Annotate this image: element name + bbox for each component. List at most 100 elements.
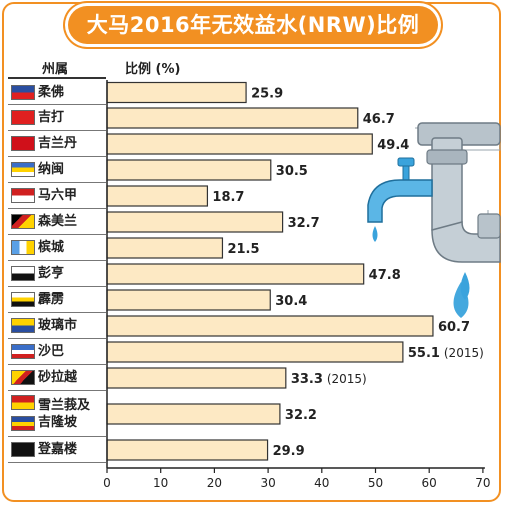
state-name-line: 吉兰丹: [38, 136, 78, 151]
bar: [106, 439, 269, 461]
x-tick-label: 20: [207, 476, 222, 490]
state-flag-icon: [11, 188, 35, 203]
data-label: 33.3: [291, 372, 323, 387]
data-label: 47.8: [369, 268, 401, 283]
x-tick-label: 30: [260, 476, 275, 490]
state-name-line: 砂拉越: [38, 370, 78, 385]
chart-title: 大马2016年无效益水(NRW)比例: [68, 6, 438, 44]
pipe-joint: [426, 149, 468, 165]
state-row: 霹雳: [8, 287, 106, 313]
water-drop-icon: [453, 282, 469, 318]
bar: [106, 237, 224, 259]
state-row: 吉兰丹: [8, 131, 106, 157]
bar: [106, 289, 271, 311]
x-tick-label: 10: [153, 476, 168, 490]
state-name: 砂拉越: [38, 369, 77, 386]
state-row: 玻璃市: [8, 313, 106, 339]
state-row: 马六甲: [8, 183, 106, 209]
state-flag-icon: [11, 370, 35, 385]
data-label: 49.4: [377, 138, 409, 153]
bar: [106, 185, 209, 207]
x-tick-label: 40: [314, 476, 329, 490]
data-label: 55.1: [408, 346, 440, 361]
bar: [106, 133, 373, 155]
state-flag-icon: [11, 110, 35, 125]
data-label: 25.9: [251, 87, 283, 102]
water-tap-icon: [367, 157, 433, 223]
state-name-line: 吉打: [38, 110, 65, 125]
state-name-line: 彭亨: [38, 266, 65, 281]
state-name: 槟城: [38, 239, 64, 256]
state-row: 森美兰: [8, 209, 106, 235]
state-name: 彭亨: [38, 265, 64, 282]
data-label: 29.9: [273, 444, 305, 459]
bar: [106, 341, 404, 363]
state-flag-icon: [11, 395, 35, 410]
x-tick-label: 50: [368, 476, 383, 490]
data-label: 32.2: [285, 408, 317, 423]
state-name: 沙巴: [38, 343, 64, 360]
data-label: 21.5: [227, 242, 259, 257]
state-row: 彭亨: [8, 261, 106, 287]
data-label: 60.7: [438, 320, 470, 335]
state-name: 登嘉楼: [38, 441, 77, 458]
state-name-line: 玻璃市: [38, 318, 78, 333]
state-column-header: 州属: [42, 62, 69, 77]
state-row: 砂拉越: [8, 365, 106, 391]
state-name: 吉打: [38, 109, 64, 126]
state-name-line: 吉隆坡: [38, 414, 78, 430]
state-name: 马六甲: [38, 187, 77, 204]
state-name: 雪兰莪及 吉隆坡: [38, 397, 90, 431]
state-flag-icon: [11, 292, 35, 307]
state-flag-icon: [11, 214, 35, 229]
state-row: 槟城: [8, 235, 106, 261]
state-row: 雪兰莪及 吉隆坡: [8, 391, 106, 437]
x-tick-label: 70: [475, 476, 490, 490]
state-flag-icon: [11, 442, 35, 457]
bar-group: 25.9 46.7 49.4 30.5 18.7 32.7 21.5 47.8 30.4 60.7…: [106, 81, 484, 461]
state-flag-icon: [11, 344, 35, 359]
bar: [106, 263, 365, 285]
state-flag-icon: [11, 136, 35, 151]
state-name: 玻璃市: [38, 317, 77, 334]
bar: [106, 107, 359, 129]
annotation-label: (2015): [327, 372, 367, 386]
data-label: 46.7: [363, 112, 395, 127]
state-row: 吉打: [8, 105, 106, 131]
header-rule: [8, 77, 106, 79]
pipe-stub: [477, 213, 501, 239]
state-name-line: 柔佛: [38, 84, 65, 100]
annotation-label: (2015): [444, 346, 484, 360]
state-name-line: 纳闽: [38, 162, 65, 177]
state-flag-icon: [11, 85, 35, 100]
bar: [106, 367, 287, 389]
state-flag-icon: [11, 318, 35, 333]
state-name: 纳闽: [38, 161, 64, 178]
data-label: 32.7: [288, 216, 320, 231]
water-drop-icon: [372, 226, 378, 242]
ratio-column-header: 比例 (%): [125, 62, 181, 77]
state-name: 柔佛: [38, 84, 64, 101]
state-name-line: 槟城: [38, 240, 65, 255]
state-name-line: 霹雳: [38, 292, 65, 307]
state-flag-icon: [11, 162, 35, 177]
bar: [106, 403, 281, 425]
state-row: 登嘉楼: [8, 437, 106, 463]
state-name: 森美兰: [38, 213, 77, 230]
state-name-line: 森美兰: [38, 214, 78, 229]
state-name: 吉兰丹: [38, 135, 77, 152]
data-label: 30.4: [275, 294, 307, 309]
bar: [106, 81, 247, 104]
state-flag-icon: [11, 395, 35, 437]
data-label: 30.5: [276, 164, 308, 179]
state-name: 霹雳: [38, 291, 64, 308]
bar: [106, 159, 272, 181]
bar: [106, 315, 434, 337]
state-row: 纳闽: [8, 157, 106, 183]
state-row: 沙巴: [8, 339, 106, 365]
state-flag-icon: [11, 240, 35, 255]
state-name-line: 雪兰莪及: [38, 397, 91, 413]
state-name-line: 马六甲: [38, 188, 78, 203]
state-name-line: 登嘉楼: [38, 442, 78, 457]
